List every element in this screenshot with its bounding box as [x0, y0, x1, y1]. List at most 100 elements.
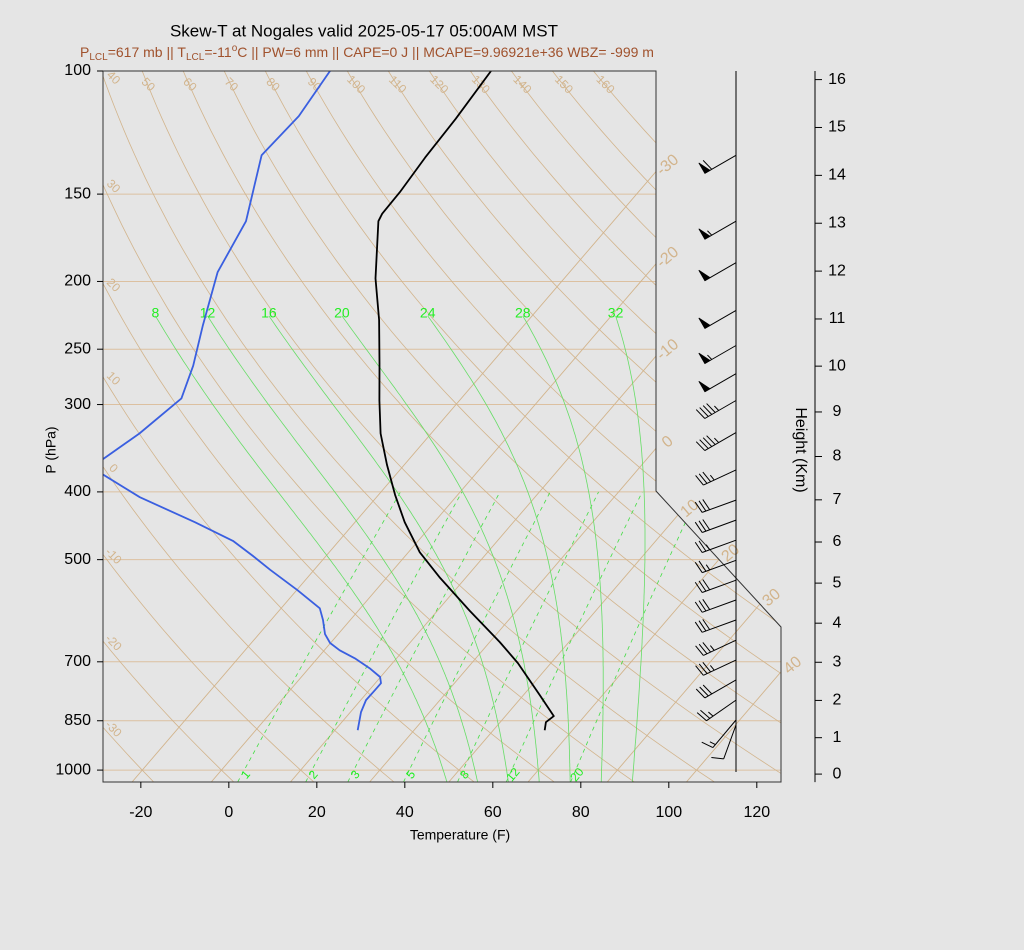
x-tick-label: 120	[743, 804, 770, 821]
y2-tick-label: 0	[833, 765, 842, 782]
isotherm	[606, 71, 781, 782]
barb-pennant	[698, 352, 711, 365]
dry-adiabat	[103, 71, 555, 782]
barb-pennant	[698, 317, 711, 329]
wind-barb	[695, 639, 737, 656]
dry-adiabat	[264, 71, 781, 782]
dry-adiabat	[103, 71, 235, 782]
x-axis-title: Temperature (F)	[410, 827, 510, 843]
x-tick-label: 20	[308, 804, 326, 821]
barb-staff	[694, 619, 737, 633]
barb-staff	[701, 719, 737, 749]
x-tick-label: 40	[396, 804, 414, 821]
x-tick-label: 80	[572, 804, 590, 821]
subtitle-part: P	[80, 44, 89, 60]
x-tick-label: 60	[484, 804, 502, 821]
wind-barb	[694, 499, 737, 513]
moist-adiabat	[615, 315, 646, 782]
subtitle-part: C || PW=6 mm || CAPE=0 J || MCAPE=9.9692…	[237, 44, 654, 60]
wind-barb	[698, 154, 737, 174]
y-tick-label: 200	[64, 273, 91, 290]
wind-barb	[695, 400, 737, 419]
y-tick-label: 150	[64, 185, 91, 202]
y2-tick-label: 16	[828, 71, 846, 88]
subtitle-part: =-11	[204, 44, 232, 60]
dry-adiabat	[103, 71, 635, 782]
y2-tick-label: 1	[833, 729, 842, 746]
y-axis-title: P (hPa)	[43, 426, 59, 473]
wind-barb	[698, 309, 737, 329]
isotherm	[131, 71, 743, 782]
moist-adiabat-label: 20	[334, 305, 350, 321]
y-tick-label: 1000	[55, 761, 91, 778]
profiles	[103, 71, 555, 731]
isotherm	[527, 71, 781, 782]
x-tick-label: 0	[224, 804, 233, 821]
y2-tick-label: 2	[833, 692, 842, 709]
barb-staff	[696, 699, 737, 722]
subtitle-subscript: LCL	[186, 52, 205, 63]
wind-barbs	[694, 154, 737, 760]
isotherm	[290, 71, 781, 782]
y2-tick-label: 14	[828, 167, 846, 184]
y2-tick-label: 3	[833, 653, 842, 670]
moist-adiabat	[155, 315, 448, 782]
y2-tick-label: 13	[828, 214, 846, 231]
y2-tick-label: 11	[829, 310, 846, 327]
y2-tick-label: 9	[833, 403, 842, 420]
moist-adiabat	[268, 315, 509, 782]
dry-adiabat	[346, 71, 781, 782]
y2-tick-label: 4	[833, 614, 842, 631]
barb-staff	[694, 599, 737, 613]
profile-line	[103, 71, 382, 731]
y2-tick-label: 7	[833, 491, 842, 508]
y-tick-label: 300	[64, 396, 91, 413]
mixing-ratio-line	[403, 491, 551, 782]
barb-staff	[711, 724, 737, 760]
wind-barb	[694, 519, 737, 533]
y-tick-label: 700	[64, 653, 91, 670]
barb-pennant	[698, 269, 711, 282]
wind-barb	[698, 220, 737, 240]
chart-subtitle: PLCL=617 mb || TLCL=-11oC || PW=6 mm || …	[80, 43, 654, 63]
y-tick-label: 400	[64, 483, 91, 500]
y2-axis-title: Height (Km)	[792, 407, 809, 492]
wind-barb	[694, 619, 737, 633]
barb-staff	[695, 469, 737, 486]
barb-staff	[694, 519, 737, 533]
y2-tick-label: 5	[833, 574, 842, 591]
x-tick-label: -20	[129, 804, 152, 821]
chart-title: Skew-T at Nogales valid 2025-05-17 05:00…	[170, 21, 558, 40]
wind-barb	[698, 373, 737, 393]
moist-adiabat	[522, 315, 604, 782]
y2-tick-label: 12	[828, 262, 846, 279]
mixing-ratio-line	[457, 491, 599, 782]
dry-adiabat	[103, 71, 315, 782]
y2-tick-label: 8	[833, 448, 842, 465]
mixing-ratio-line	[570, 491, 700, 782]
profile-line	[374, 71, 555, 731]
moist-adiabat	[207, 315, 478, 782]
wind-barb	[694, 559, 737, 574]
dry-adiabat	[223, 71, 781, 782]
wind-barb	[695, 469, 737, 486]
barb-staff	[694, 499, 737, 513]
plot-frame	[102, 70, 782, 783]
wind-barb	[701, 719, 737, 749]
wind-barb	[695, 432, 737, 452]
dry-adiabat	[103, 71, 395, 782]
barb-staff	[694, 559, 737, 574]
barb-staff	[695, 679, 737, 699]
moist-adiabat-label: 24	[420, 305, 436, 321]
moist-adiabat-label: 16	[261, 305, 277, 321]
moist-adiabat	[341, 315, 540, 782]
barb-staff	[695, 400, 737, 419]
wind-barb	[695, 679, 737, 699]
moist-adiabat-label: 8	[152, 305, 160, 321]
subtitle-subscript: LCL	[89, 52, 108, 63]
dry-adiabat	[141, 71, 781, 782]
y2-tick-label: 15	[828, 119, 846, 136]
mixing-ratio-line	[305, 491, 463, 782]
